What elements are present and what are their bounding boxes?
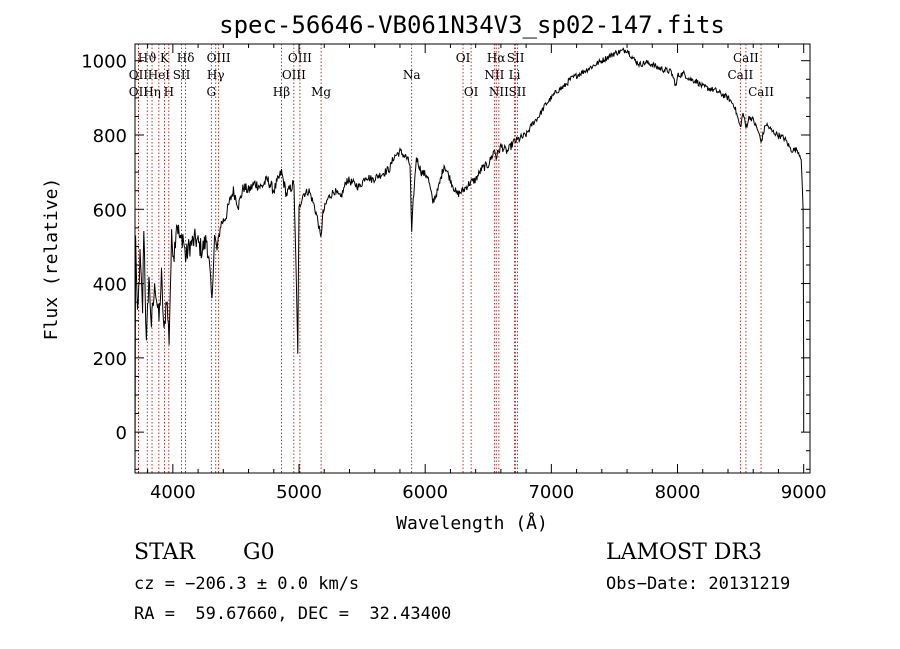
x-tick-label: 5000 bbox=[276, 482, 322, 503]
x-axis-label: Wavelength (Å) bbox=[396, 512, 548, 534]
spectrum-line bbox=[134, 47, 805, 474]
coordinates: RA = 59.67660, DEC = 32.43400 bbox=[134, 604, 452, 624]
spectral-line-label: CaII bbox=[748, 85, 774, 99]
spectral-line-label: Hα bbox=[487, 51, 506, 65]
spectral-line-markers bbox=[138, 44, 762, 473]
y-tick-label: 0 bbox=[116, 423, 127, 444]
y-tick-label: 800 bbox=[93, 126, 127, 147]
spectral-line-label: Hϑ bbox=[138, 51, 157, 65]
spectral-line-label: OIII bbox=[282, 68, 306, 82]
spectral-line-label: Hβ bbox=[273, 85, 290, 99]
spectral-line-label: OI bbox=[464, 85, 479, 99]
chart-title: spec-56646-VB061N34V3_sp02-147.fits bbox=[219, 11, 725, 39]
spectral-line-label: OIII bbox=[288, 51, 312, 65]
x-tick-label: 7000 bbox=[528, 482, 574, 503]
y-tick-label: 400 bbox=[93, 275, 127, 296]
spectral-line-label: OII bbox=[129, 68, 149, 82]
x-tick-label: 9000 bbox=[781, 482, 827, 503]
spectral-line-label: Mg bbox=[311, 85, 331, 99]
observation-date: Obs−Date: 20131219 bbox=[606, 574, 791, 594]
spectral-line-label: OIII bbox=[207, 51, 231, 65]
object-type: STAR bbox=[134, 540, 195, 565]
spectral-line-label: G bbox=[207, 85, 217, 99]
x-tick-label: 6000 bbox=[402, 482, 448, 503]
spectral-line-label: Na bbox=[403, 68, 421, 82]
x-tick-label: 4000 bbox=[150, 482, 196, 503]
spectral-line-label: HeI bbox=[148, 68, 171, 82]
spectral-line-label: Li bbox=[509, 68, 521, 82]
x-tick-label: 8000 bbox=[655, 482, 701, 503]
spectral-line-label: OII bbox=[129, 85, 149, 99]
spectral-line-label: Hγ bbox=[207, 68, 225, 82]
spectral-line-label: CaII bbox=[727, 68, 753, 82]
spectral-line-label: OI bbox=[456, 51, 471, 65]
y-tick-label: 200 bbox=[93, 349, 127, 370]
y-tick-label: 600 bbox=[93, 200, 127, 221]
spectral-line-label: Hη bbox=[143, 85, 161, 99]
survey-name: LAMOST DR3 bbox=[606, 540, 762, 565]
y-tick-label: 1000 bbox=[81, 52, 127, 73]
spectral-line-label: SII bbox=[507, 51, 525, 65]
plot-frame bbox=[134, 43, 811, 474]
spectral-line-label: Hδ bbox=[177, 51, 195, 65]
spectral-line-label: SII bbox=[509, 85, 527, 99]
spectral-line-label: SII bbox=[173, 68, 191, 82]
spectral-line-label: NII bbox=[484, 68, 504, 82]
spectral-line-label: H bbox=[164, 85, 174, 99]
axis-ticks: 4000 5000 6000 7000 8000 9000 0 200 400 600 800 100… bbox=[81, 44, 827, 503]
redshift-velocity: cz = −206.3 ± 0.0 km/s bbox=[134, 574, 360, 594]
subclass: G0 bbox=[243, 540, 275, 565]
y-axis-label: Flux (relative) bbox=[41, 178, 62, 341]
spectral-line-label: NII bbox=[489, 85, 509, 99]
spectral-line-label: K bbox=[160, 51, 170, 65]
spectral-line-label: CaII bbox=[733, 51, 759, 65]
